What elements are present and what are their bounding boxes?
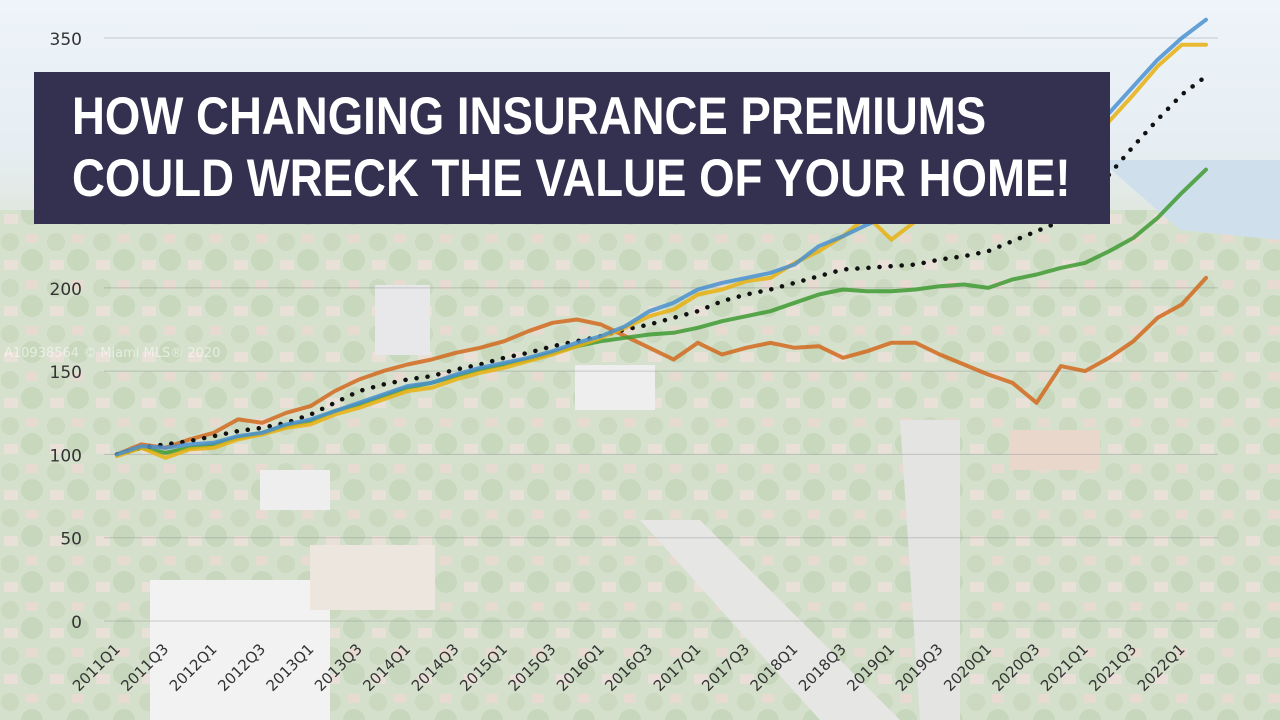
x-axis-labels: 2011Q12011Q32012Q12012Q32013Q12013Q32014… bbox=[69, 640, 1189, 695]
x-tick-label: 2018Q3 bbox=[795, 640, 850, 695]
x-tick-label: 2021Q1 bbox=[1037, 640, 1092, 695]
series-line-orange bbox=[115, 275, 1208, 457]
x-tick-label: 2013Q1 bbox=[263, 640, 318, 695]
x-tick-label: 2019Q3 bbox=[892, 640, 947, 695]
x-tick-label: 2018Q1 bbox=[747, 640, 802, 695]
x-tick-label: 2015Q1 bbox=[456, 640, 511, 695]
x-tick-label: 2015Q3 bbox=[505, 640, 560, 695]
chart-gridlines bbox=[104, 37, 1218, 622]
x-tick-label: 2012Q3 bbox=[214, 640, 269, 695]
x-tick-label: 2021Q3 bbox=[1085, 640, 1140, 695]
x-tick-label: 2016Q1 bbox=[553, 640, 608, 695]
y-tick-label: 50 bbox=[60, 530, 82, 550]
headline-line-2: COULD WRECK THE VALUE OF YOUR HOME! bbox=[72, 149, 1071, 208]
x-tick-label: 2014Q3 bbox=[408, 640, 463, 695]
x-tick-label: 2012Q1 bbox=[166, 640, 221, 695]
y-tick-label: 100 bbox=[50, 446, 82, 466]
y-axis-labels: 0 50 100 150 200 350 bbox=[50, 30, 82, 633]
headline-banner: HOW CHANGING INSURANCE PREMIUMS COULD WR… bbox=[34, 72, 1110, 224]
mls-watermark: A10938564 © Miami MLS® 2020 bbox=[4, 346, 221, 361]
y-tick-label: 200 bbox=[50, 280, 82, 300]
x-tick-label: 2022Q1 bbox=[1134, 640, 1189, 695]
x-tick-label: 2011Q3 bbox=[117, 640, 172, 695]
x-tick-label: 2017Q1 bbox=[650, 640, 705, 695]
x-tick-label: 2017Q3 bbox=[698, 640, 753, 695]
x-tick-label: 2019Q1 bbox=[843, 640, 898, 695]
headline-line-1: HOW CHANGING INSURANCE PREMIUMS bbox=[72, 87, 987, 146]
x-tick-label: 2020Q3 bbox=[989, 640, 1044, 695]
y-tick-label: 0 bbox=[71, 613, 82, 633]
y-tick-label: 350 bbox=[50, 30, 82, 50]
x-tick-label: 2016Q3 bbox=[601, 640, 656, 695]
x-tick-label: 2011Q1 bbox=[69, 640, 124, 695]
x-tick-label: 2020Q1 bbox=[940, 640, 995, 695]
x-tick-label: 2014Q1 bbox=[359, 640, 414, 695]
x-tick-label: 2013Q3 bbox=[311, 640, 366, 695]
y-tick-label: 150 bbox=[50, 363, 82, 383]
